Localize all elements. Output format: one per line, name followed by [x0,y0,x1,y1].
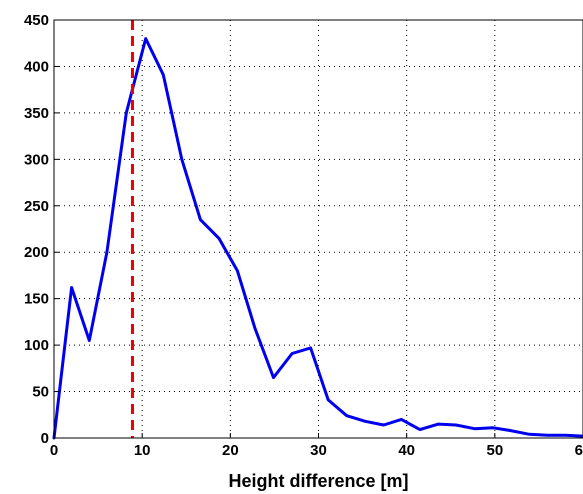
x-tick-label: 60 [575,442,583,459]
data-layer [52,20,583,440]
tick-layer: 0 10 20 30 40 50 60 0 50 100 150 200 250 300 350 400 450 [24,12,583,459]
y-tick-label: 200 [24,244,49,261]
x-tick-label: 50 [486,442,503,459]
y-tick-label: 0 [41,430,49,447]
y-tick-label: 300 [24,151,49,168]
x-axis-label: Height difference [m] [228,471,408,491]
grid-layer [54,20,583,438]
y-tick-label: 450 [24,12,49,29]
series-line [52,37,583,440]
x-tick-label: 40 [398,442,415,459]
y-tick-label: 50 [32,384,49,401]
x-tick-label: 30 [310,442,327,459]
x-tick-label: 10 [134,442,151,459]
x-tick-label: 20 [222,442,239,459]
y-tick-label: 250 [24,198,49,215]
y-tick-label: 350 [24,105,49,122]
y-tick-label: 100 [24,337,49,354]
y-tick-label: 400 [24,58,49,75]
y-tick-label: 150 [24,291,49,308]
x-tick-label: 0 [50,442,58,459]
